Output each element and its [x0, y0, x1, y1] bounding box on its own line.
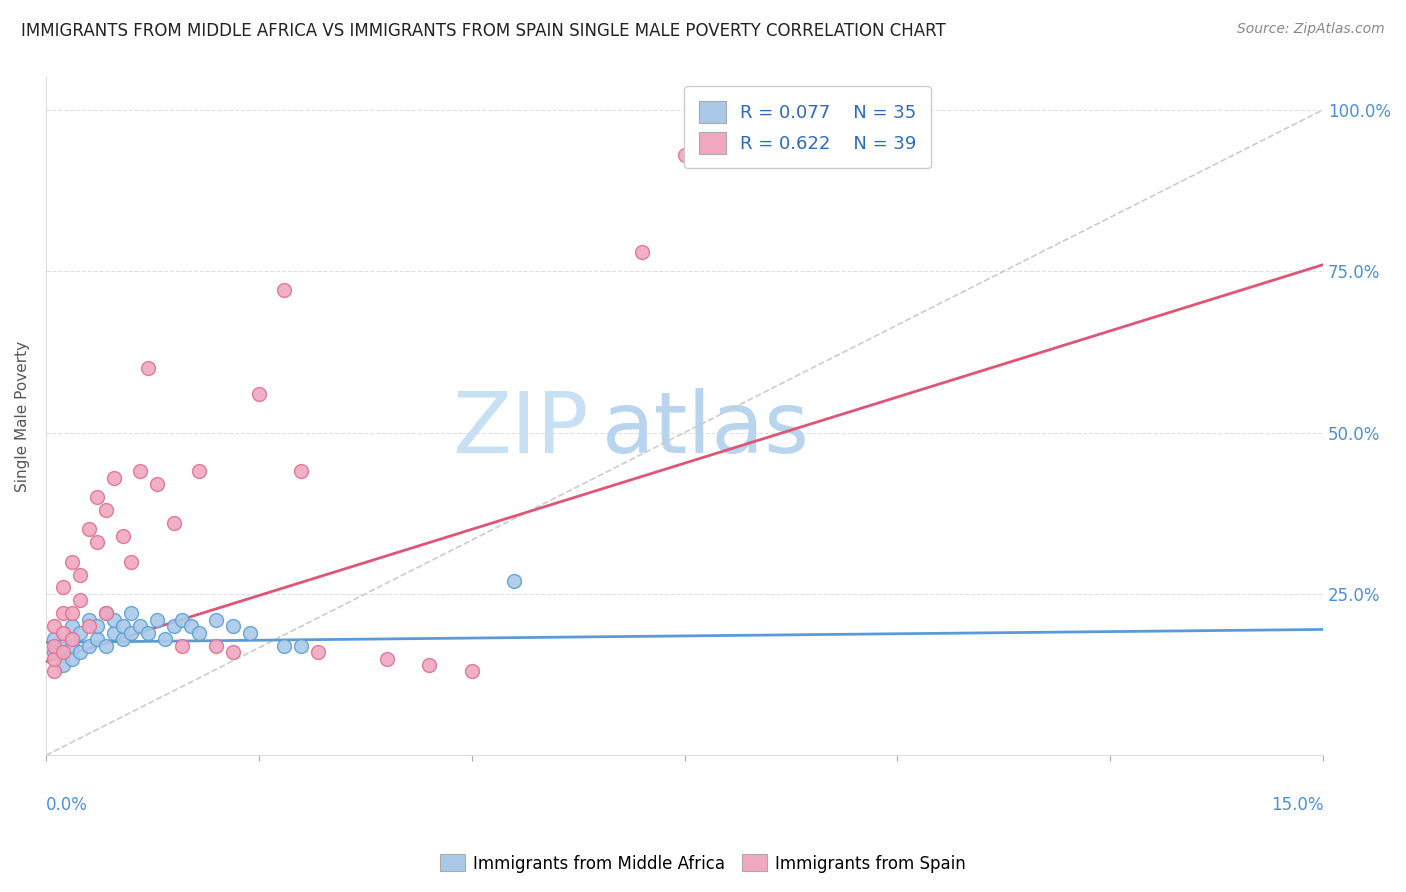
Point — [111, 619, 134, 633]
Point — [69, 567, 91, 582]
Point — [103, 625, 125, 640]
Point — [205, 613, 228, 627]
Point — [94, 639, 117, 653]
Point — [188, 464, 211, 478]
Text: Source: ZipAtlas.com: Source: ZipAtlas.com — [1237, 22, 1385, 37]
Point — [52, 645, 75, 659]
Point — [94, 607, 117, 621]
Point — [77, 522, 100, 536]
Point — [239, 625, 262, 640]
Point — [163, 619, 186, 633]
Point — [60, 619, 83, 633]
Point — [52, 625, 75, 640]
Point — [120, 607, 142, 621]
Point — [163, 516, 186, 530]
Point — [94, 503, 117, 517]
Point — [52, 657, 75, 672]
Point — [44, 665, 66, 679]
Y-axis label: Single Male Poverty: Single Male Poverty — [15, 341, 30, 492]
Point — [77, 619, 100, 633]
Point — [52, 607, 75, 621]
Point — [273, 284, 295, 298]
Point — [52, 639, 75, 653]
Point — [375, 651, 398, 665]
Point — [60, 555, 83, 569]
Point — [136, 625, 159, 640]
Point — [69, 645, 91, 659]
Point — [111, 632, 134, 647]
Point — [307, 645, 329, 659]
Point — [69, 593, 91, 607]
Point — [120, 555, 142, 569]
Point — [60, 607, 83, 621]
Point — [103, 471, 125, 485]
Point — [60, 632, 83, 647]
Point — [86, 490, 108, 504]
Point — [172, 639, 194, 653]
Point — [44, 651, 66, 665]
Point — [86, 632, 108, 647]
Point — [77, 639, 100, 653]
Point — [188, 625, 211, 640]
Point — [128, 619, 150, 633]
Point — [145, 477, 167, 491]
Point — [273, 639, 295, 653]
Point — [120, 625, 142, 640]
Point — [460, 665, 482, 679]
Point — [222, 645, 245, 659]
Legend: Immigrants from Middle Africa, Immigrants from Spain: Immigrants from Middle Africa, Immigrant… — [433, 847, 973, 880]
Point — [94, 607, 117, 621]
Point — [503, 574, 526, 588]
Point — [290, 464, 312, 478]
Point — [44, 645, 66, 659]
Point — [52, 581, 75, 595]
Point — [103, 613, 125, 627]
Text: 15.0%: 15.0% — [1271, 796, 1323, 814]
Point — [86, 619, 108, 633]
Point — [172, 613, 194, 627]
Text: 0.0%: 0.0% — [46, 796, 87, 814]
Point — [60, 639, 83, 653]
Point — [180, 619, 202, 633]
Point — [77, 613, 100, 627]
Point — [205, 639, 228, 653]
Point — [247, 386, 270, 401]
Point — [136, 361, 159, 376]
Point — [69, 625, 91, 640]
Text: ZIP: ZIP — [453, 388, 589, 472]
Point — [86, 535, 108, 549]
Point — [60, 651, 83, 665]
Point — [44, 619, 66, 633]
Point — [631, 244, 654, 259]
Text: IMMIGRANTS FROM MIDDLE AFRICA VS IMMIGRANTS FROM SPAIN SINGLE MALE POVERTY CORRE: IMMIGRANTS FROM MIDDLE AFRICA VS IMMIGRA… — [21, 22, 946, 40]
Point — [44, 639, 66, 653]
Point — [128, 464, 150, 478]
Point — [290, 639, 312, 653]
Point — [222, 619, 245, 633]
Point — [145, 613, 167, 627]
Point — [673, 148, 696, 162]
Text: atlas: atlas — [602, 388, 810, 472]
Point — [44, 632, 66, 647]
Point — [153, 632, 176, 647]
Legend: R = 0.077    N = 35, R = 0.622    N = 39: R = 0.077 N = 35, R = 0.622 N = 39 — [685, 87, 931, 169]
Point — [111, 529, 134, 543]
Point — [418, 657, 440, 672]
